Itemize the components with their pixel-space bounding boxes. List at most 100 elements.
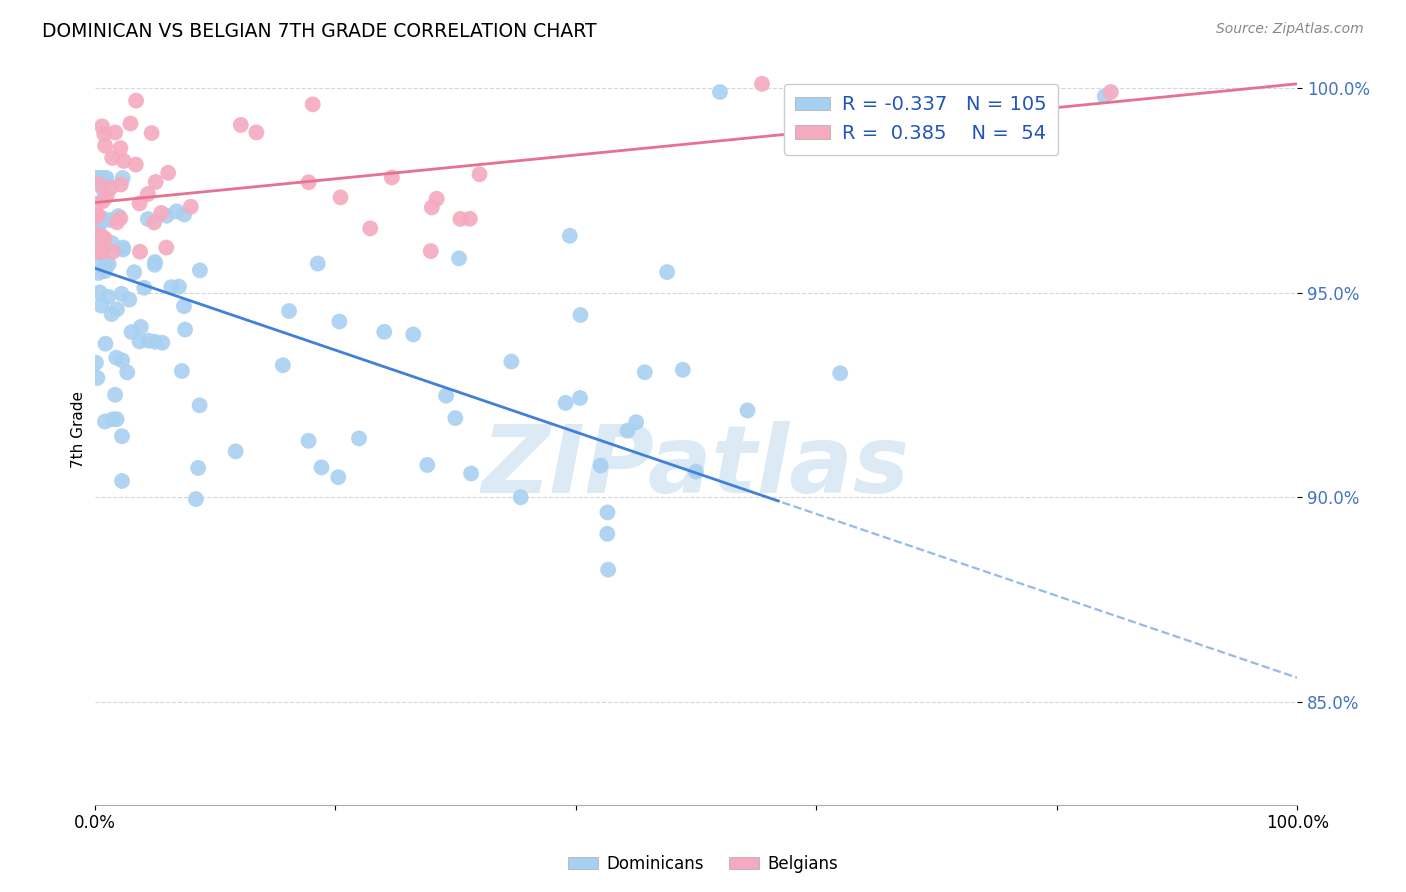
- Point: [634, 365, 657, 379]
- Point: [101, 236, 124, 251]
- Point: [569, 308, 592, 322]
- Point: [125, 94, 148, 108]
- Point: [90, 230, 112, 244]
- Point: [569, 391, 592, 405]
- Point: [830, 366, 852, 380]
- Point: [89, 227, 111, 241]
- Point: [347, 431, 370, 445]
- Point: [96, 171, 118, 186]
- Point: [166, 204, 188, 219]
- Point: [229, 118, 252, 132]
- Point: [709, 85, 731, 99]
- Point: [94, 264, 117, 278]
- Point: [93, 127, 115, 141]
- Point: [122, 265, 145, 279]
- Point: [110, 211, 132, 226]
- Point: [105, 351, 128, 365]
- Point: [94, 336, 117, 351]
- Point: [118, 293, 141, 307]
- Point: [685, 465, 707, 479]
- Point: [84, 171, 107, 186]
- Point: [271, 358, 294, 372]
- Legend: R = -0.337   N = 105, R =  0.385    N =  54: R = -0.337 N = 105, R = 0.385 N = 54: [783, 84, 1059, 154]
- Point: [91, 194, 114, 209]
- Point: [655, 265, 678, 279]
- Point: [402, 327, 425, 342]
- Point: [143, 215, 166, 229]
- Point: [86, 371, 108, 385]
- Point: [84, 220, 107, 235]
- Point: [110, 141, 132, 155]
- Point: [167, 279, 190, 293]
- Point: [121, 325, 143, 339]
- Point: [447, 252, 470, 266]
- Point: [737, 403, 759, 417]
- Text: DOMINICAN VS BELGIAN 7TH GRADE CORRELATION CHART: DOMINICAN VS BELGIAN 7TH GRADE CORRELATI…: [42, 22, 596, 41]
- Point: [1099, 85, 1122, 99]
- Point: [115, 365, 138, 379]
- Point: [125, 157, 148, 171]
- Point: [624, 415, 647, 429]
- Point: [91, 244, 114, 259]
- Point: [87, 266, 110, 280]
- Point: [90, 171, 112, 186]
- Point: [458, 211, 481, 226]
- Point: [84, 171, 107, 186]
- Point: [616, 424, 638, 438]
- Point: [100, 307, 122, 321]
- Point: [136, 187, 159, 202]
- Point: [143, 258, 166, 272]
- Point: [129, 244, 152, 259]
- Point: [94, 171, 117, 186]
- Point: [111, 353, 134, 368]
- Point: [107, 209, 129, 223]
- Point: [225, 444, 247, 458]
- Point: [84, 356, 107, 370]
- Point: [87, 244, 110, 259]
- Point: [84, 209, 107, 223]
- Point: [87, 235, 110, 250]
- Point: [188, 398, 211, 412]
- Point: [468, 167, 491, 181]
- Point: [155, 241, 177, 255]
- Point: [87, 208, 110, 222]
- Y-axis label: 7th Grade: 7th Grade: [72, 392, 86, 468]
- Point: [1094, 89, 1116, 103]
- Point: [111, 171, 134, 186]
- Point: [94, 259, 117, 273]
- Point: [444, 411, 467, 425]
- Point: [328, 470, 350, 484]
- Point: [86, 171, 108, 186]
- Point: [128, 334, 150, 349]
- Point: [558, 228, 581, 243]
- Point: [598, 563, 620, 577]
- Point: [157, 166, 180, 180]
- Point: [90, 298, 112, 312]
- Point: [89, 245, 111, 260]
- Point: [173, 299, 195, 313]
- Point: [128, 196, 150, 211]
- Point: [245, 125, 267, 139]
- Point: [105, 215, 128, 229]
- Point: [104, 388, 127, 402]
- Point: [329, 190, 352, 204]
- Point: [307, 256, 329, 270]
- Point: [93, 231, 115, 245]
- Point: [89, 285, 111, 300]
- Point: [90, 253, 112, 268]
- Point: [297, 434, 319, 448]
- Point: [90, 171, 112, 186]
- Point: [672, 363, 695, 377]
- Point: [174, 322, 197, 336]
- Point: [426, 192, 449, 206]
- Point: [141, 126, 163, 140]
- Point: [509, 490, 531, 504]
- Point: [180, 200, 202, 214]
- Point: [110, 286, 132, 301]
- Point: [416, 458, 439, 472]
- Point: [136, 212, 159, 227]
- Point: [100, 181, 122, 195]
- Point: [86, 171, 108, 186]
- Point: [84, 197, 107, 211]
- Point: [145, 175, 167, 189]
